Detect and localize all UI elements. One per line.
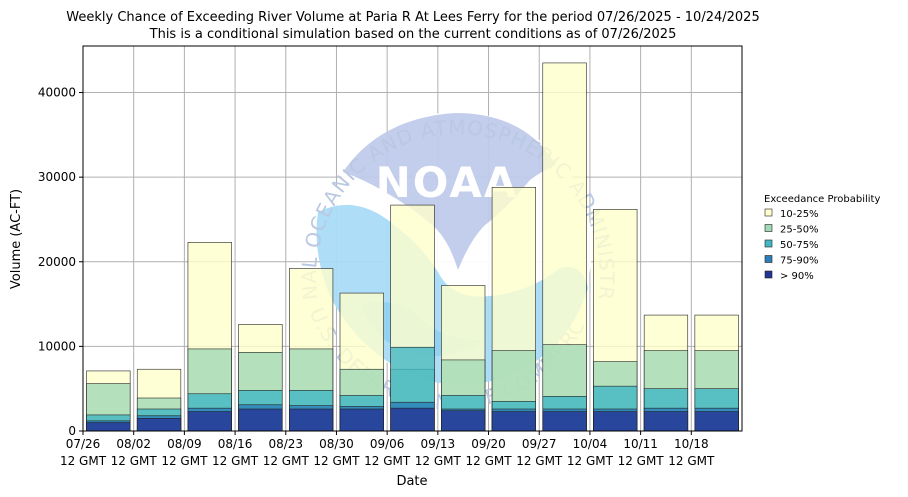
x-tick-date: 10/04 [573,437,608,451]
x-tick-time: 12 GMT [313,454,360,468]
x-tick-date: 08/23 [268,437,303,451]
x-tick-time: 12 GMT [263,454,310,468]
bars [86,62,739,432]
bar-90-08-16 [238,408,283,432]
legend-entry: 50-75% [780,240,819,251]
x-tick-date: 09/06 [370,437,405,451]
bar-90-09-13 [441,410,486,432]
legend-swatch [764,208,773,217]
legend-swatch [764,224,773,232]
x-tick-date: 08/16 [218,437,253,451]
x-tick-date: 08/30 [319,437,354,451]
legend-title: Exceedance Probability [764,194,880,205]
legend-swatch [764,270,773,279]
x-tick-date: 09/20 [471,437,506,451]
bar-90-09-27 [542,411,587,432]
x-tick-date: 08/02 [116,437,151,451]
bar-90-09-20 [491,411,536,432]
x-tick-date: 08/09 [167,437,202,451]
x-tick-date: 07/26 [66,437,101,451]
x-tick-time: 12 GMT [60,454,107,468]
y-tick-label: 10000 [38,339,76,353]
bar-90-08-02 [136,418,182,432]
x-tick-time: 12 GMT [364,454,411,468]
legend-entry: 25-50% [780,225,819,236]
chart-subtitle: This is a conditional simulation based o… [149,27,677,42]
x-tick-time: 12 GMT [618,454,665,468]
y-axis-label: Volume (AC-FT) [9,189,24,289]
legend-swatch [764,239,773,248]
bar-90-08-09 [187,411,232,432]
x-tick-date: 10/11 [623,437,658,451]
x-tick-time: 12 GMT [567,454,614,468]
x-tick-time: 12 GMT [161,454,208,468]
noaa-bird-icon [343,113,556,270]
legend-entry: 75-90% [780,256,819,267]
bar-90-10-11 [643,411,689,432]
y-tick-label: 20000 [38,255,76,269]
x-tick-time: 12 GMT [516,454,563,468]
x-tick-date: 10/18 [674,437,709,451]
bar-90-08-23 [289,408,334,432]
legend-entry: > 90% [780,271,814,282]
x-tick-date: 09/27 [522,437,557,451]
x-tick-date: 09/13 [421,437,456,451]
x-tick-time: 12 GMT [212,454,259,468]
bar-90-07-26 [86,422,131,432]
x-tick-time: 12 GMT [415,454,462,468]
chart-title: Weekly Chance of Exceeding River Volume … [66,10,759,25]
bar-90-08-30 [339,408,384,432]
y-tick-label: 30000 [38,170,76,184]
bar-90-10-18 [694,411,739,432]
bar-90-10-04 [593,411,638,432]
y-tick-label: 0 [68,424,76,438]
x-axis-label: Date [396,474,427,489]
legend-entry: 10-25% [780,209,819,220]
axes: 0 10000 20000 30000 40000 07/26 12 GMT 08/02 12 … [38,45,743,468]
legend-swatch [764,255,773,263]
x-tick-time: 12 GMT [111,454,158,468]
plot-frame [82,45,743,432]
bar-90-09-06 [390,407,435,432]
x-tick-time: 12 GMT [668,454,715,468]
y-tick-label: 40000 [38,86,76,100]
x-tick-time: 12 GMT [465,454,512,468]
legend: Exceedance Probability 10-25% 25-50% 50-75%… [764,194,880,282]
